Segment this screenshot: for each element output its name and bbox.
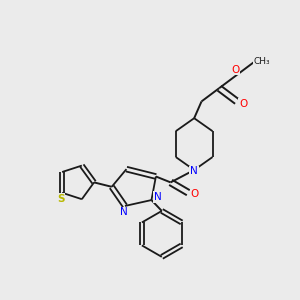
Text: S: S	[57, 194, 64, 204]
Text: N: N	[190, 167, 198, 176]
Text: O: O	[231, 64, 239, 75]
Text: CH₃: CH₃	[254, 57, 270, 66]
Text: N: N	[154, 192, 162, 202]
Text: O: O	[190, 189, 199, 199]
Text: O: O	[239, 99, 248, 109]
Text: N: N	[120, 207, 128, 218]
